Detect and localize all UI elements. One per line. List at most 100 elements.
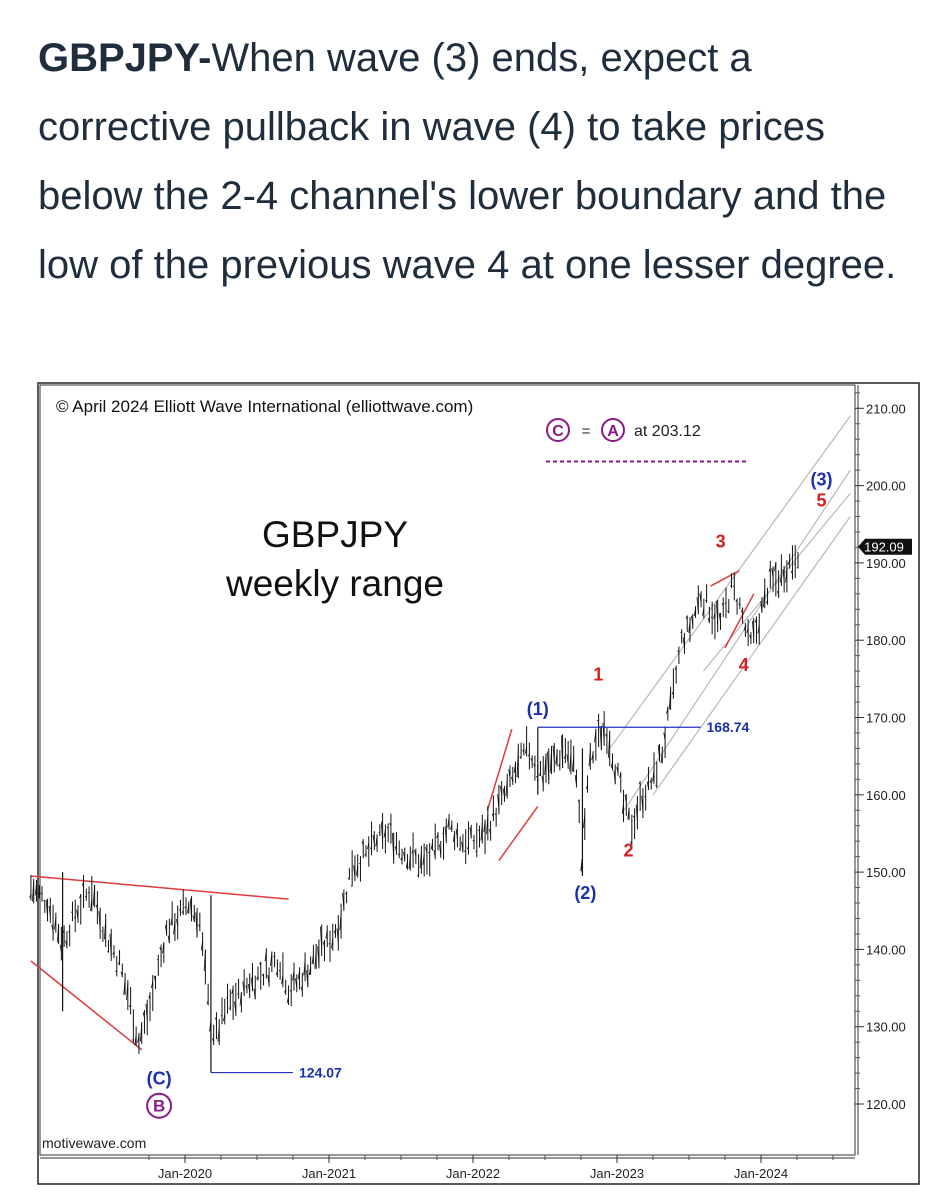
price-bar-open [511,776,514,782]
price-bar-open [106,951,109,953]
price-bar-open [212,1038,215,1042]
price-bar-open [364,853,367,856]
price-bar-open [259,962,262,966]
price-bar-open [671,691,674,695]
price-bar-open [538,772,541,776]
price-bar-open [635,804,638,821]
price-bar-open [142,1012,145,1018]
price-bar-open [597,719,599,722]
price-bar-open [137,1034,140,1043]
chart-title: GBPJPY [262,514,408,555]
price-bar-open [162,942,165,954]
price-bar-open [128,1004,131,1008]
price-bar-open [367,843,370,850]
price-bar-open [544,753,547,775]
price-bar-open [247,983,251,993]
price-bar-open [317,946,320,966]
price-bar-open [134,1034,137,1046]
price-bar-open [677,650,680,653]
x-tick-label: Jan-2020 [158,1166,212,1181]
price-bar-open [383,829,386,838]
price-bar-open [702,608,705,616]
price-bar-open [34,884,37,896]
price-bar-open [541,775,544,786]
price-bar-open [560,735,564,768]
price-bar-open [488,829,491,835]
price-bar-open [189,898,192,919]
price-bar-open [652,769,655,782]
channel-line [609,415,851,749]
price-bar-open [411,849,414,854]
price-bar-open [151,981,154,989]
price-bar-open [145,1003,148,1021]
price-bar-open [65,940,68,947]
price-bar-open [261,973,264,976]
price-bar-open [771,568,774,579]
wave-circle-icon [146,1092,173,1119]
price-bar-open [68,931,70,933]
price-bar-open [81,883,84,888]
price-bar-open [469,827,472,838]
price-bar-open [475,850,477,852]
price-bar-open [699,593,702,603]
price-bar-open [37,891,40,896]
price-bar-open [267,974,270,986]
price-bar-open [439,844,442,856]
price-bar-open [51,924,54,933]
price-bar-open [361,841,364,846]
price-bar-open [306,970,309,986]
price-bar-open [153,975,156,982]
price-bar-open [746,626,749,634]
price-bar-open [588,749,591,767]
price-bar-open [95,904,98,909]
x-axis: Jan-2020 Jan-2021 Jan-2022 Jan-2023 Jan-2024 [148,1155,834,1181]
price-bar-open [322,941,325,947]
price-bar-open [175,919,179,927]
wave-label: 5 [816,490,826,510]
price-bar-open [793,563,796,566]
wave-label: (C) [147,1069,172,1089]
price-bar-open [433,849,436,858]
price-bar-open [555,751,558,765]
price-bar-open [223,1014,226,1022]
price-bar-open [740,608,743,613]
last-price-badge: 192.09 [858,538,912,555]
price-bar-open [763,589,766,608]
price-bar-open [674,667,677,671]
price-bar-open [414,849,417,856]
price-bar-open [513,762,516,773]
price-bar-open [480,822,483,841]
price-bar-open [527,754,530,757]
headline-ticker: GBPJPY- [38,36,212,80]
price-bar-open [59,944,62,953]
price-bar-open [505,779,508,797]
price-bar-open [641,795,644,812]
price-bar-open [571,756,575,772]
price-bar-open [31,882,35,902]
trendline [498,805,539,861]
price-bar-open [566,754,569,764]
price-bar-open [569,752,572,772]
price-bar-open [117,962,120,966]
price-bar-open [200,940,204,951]
price-bar-open [754,618,757,623]
target-note: C = A at 203.12 [546,418,748,463]
price-bar-open [56,925,60,943]
wave-label: 4 [739,655,749,675]
source-text: motivewave.com [42,1135,146,1151]
price-bar-open [743,625,746,631]
price-bar-open [375,835,378,847]
price-bar-open [112,951,115,955]
price-bar-open [486,814,489,835]
price-bar-open [347,877,350,880]
price-bar-open [613,770,616,784]
price-bar-open [148,994,151,999]
price-bar-open [660,751,663,764]
price-bar-open [231,987,234,995]
price-bar-open [605,733,608,738]
price-bar-open [668,690,672,710]
target-to-label: A [607,423,619,440]
wave-c-circle-icon [546,418,570,442]
price-bar-open [452,832,456,843]
price-bar-open [164,925,168,934]
